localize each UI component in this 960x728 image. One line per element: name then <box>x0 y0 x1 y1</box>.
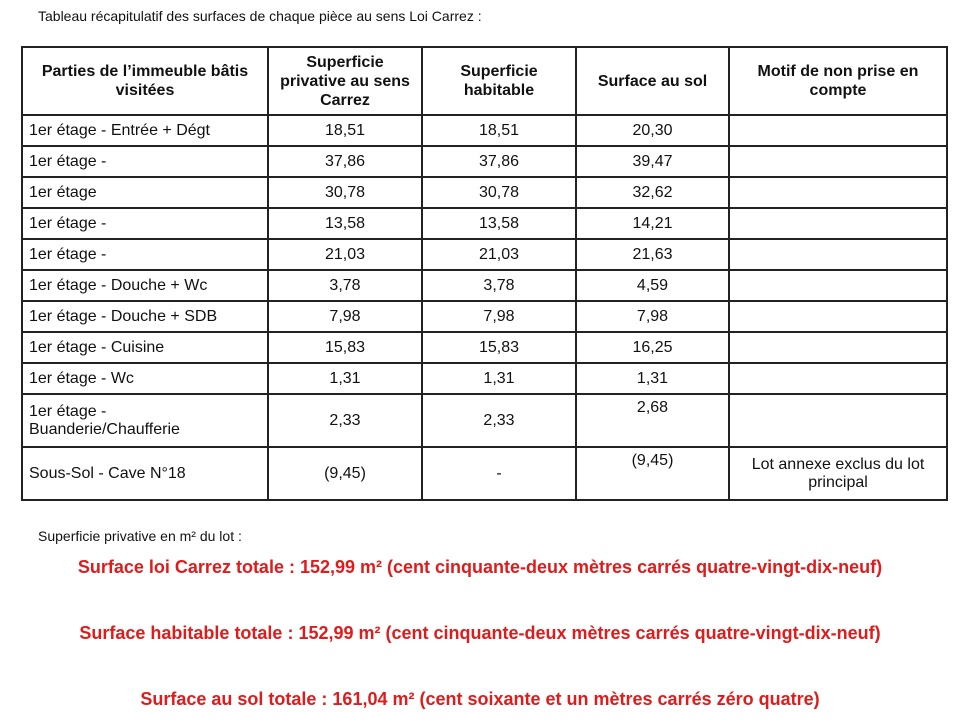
cell-carrez: 13,58 <box>267 207 423 240</box>
cell-motif: Lot annexe exclus du lot principal <box>728 446 948 501</box>
cell-partie: 1er étage - <box>21 238 269 271</box>
cell-habitable: 18,51 <box>421 114 577 147</box>
cell-sol: 16,25 <box>575 331 730 364</box>
cell-habitable: 2,33 <box>421 393 577 448</box>
cell-sol: 20,30 <box>575 114 730 147</box>
cell-sol: 14,21 <box>575 207 730 240</box>
cell-sol: 2,68 <box>575 393 730 448</box>
cell-carrez: 21,03 <box>267 238 423 271</box>
subtitle: Superficie privative en m² du lot : <box>38 528 242 544</box>
cell-partie: Sous-Sol - Cave N°18 <box>21 446 269 501</box>
intro-text: Tableau récapitulatif des surfaces de ch… <box>38 8 482 24</box>
cell-motif <box>728 238 948 271</box>
cell-motif <box>728 114 948 147</box>
header-motif: Motif de non prise en compte <box>728 46 948 116</box>
cell-sol: 32,62 <box>575 176 730 209</box>
table-row: 1er étage -13,58 13,58 14,21 <box>21 207 948 240</box>
cell-carrez: 30,78 <box>267 176 423 209</box>
table-row: 1er étage - Cuisine 15,83 15,83 16,25 <box>21 331 948 364</box>
cell-carrez: 15,83 <box>267 331 423 364</box>
cell-motif <box>728 269 948 302</box>
total-sol: Surface au sol totale : 161,04 m² (cent … <box>140 689 820 709</box>
cell-habitable: 13,58 <box>421 207 577 240</box>
cell-habitable: - <box>421 446 577 501</box>
cell-carrez: 37,86 <box>267 145 423 178</box>
cell-sol: 4,59 <box>575 269 730 302</box>
table-row: 1er étage - Douche + Wc 3,78 3,78 4,59 <box>21 269 948 302</box>
cell-sol: 1,31 <box>575 362 730 395</box>
header-sol: Surface au sol <box>575 46 730 116</box>
cell-motif <box>728 331 948 364</box>
cell-sol: (9,45) <box>575 446 730 501</box>
header-habitable: Superficie habitable <box>421 46 577 116</box>
total-habitable: Surface habitable totale : 152,99 m² (ce… <box>79 623 881 643</box>
cell-partie: 1er étage - <box>21 145 269 178</box>
cell-partie: 1er étage - Douche + Wc <box>21 269 269 302</box>
cell-partie: 1er étage - Entrée + Dégt <box>21 114 269 147</box>
cell-partie: 1er étage - Douche + SDB <box>21 300 269 333</box>
table-row: Sous-Sol - Cave N°18 (9,45) - (9,45) Lot ann… <box>21 446 948 501</box>
header-parties: Parties de l’immeuble bâtis visitées <box>21 46 269 116</box>
cell-motif <box>728 145 948 178</box>
cell-motif <box>728 362 948 395</box>
cell-habitable: 30,78 <box>421 176 577 209</box>
table-row: 1er étage 30,78 30,78 32,62 <box>21 176 948 209</box>
cell-habitable: 15,83 <box>421 331 577 364</box>
total-carrez: Surface loi Carrez totale : 152,99 m² (c… <box>77 557 883 577</box>
cell-sol: 39,47 <box>575 145 730 178</box>
cell-partie: 1er étage - Cuisine <box>21 331 269 364</box>
cell-carrez: 2,33 <box>267 393 423 448</box>
table-row: 1er étage -21,03 21,03 21,63 <box>21 238 948 271</box>
table-header-row: Parties de l’immeuble bâtis visitées Sup… <box>21 46 948 116</box>
cell-carrez: 1,31 <box>267 362 423 395</box>
cell-motif <box>728 176 948 209</box>
cell-motif <box>728 300 948 333</box>
cell-habitable: 7,98 <box>421 300 577 333</box>
header-carrez: Superficie privative au sens Carrez <box>267 46 423 116</box>
table-row: 1er étage -37,86 37,86 39,47 <box>21 145 948 178</box>
cell-carrez: 18,51 <box>267 114 423 147</box>
cell-habitable: 37,86 <box>421 145 577 178</box>
cell-carrez: (9,45) <box>267 446 423 501</box>
surfaces-table: Parties de l’immeuble bâtis visitées Sup… <box>21 46 948 501</box>
cell-motif <box>728 393 948 448</box>
table-row: 1er étage - Buanderie/Chaufferie 2,33 2,33… <box>21 393 948 448</box>
cell-carrez: 7,98 <box>267 300 423 333</box>
cell-sol: 7,98 <box>575 300 730 333</box>
table-row: 1er étage - Entrée + Dégt 18,51 18,51 20,30 <box>21 114 948 147</box>
cell-habitable: 3,78 <box>421 269 577 302</box>
cell-partie: 1er étage - Buanderie/Chaufferie <box>21 393 269 448</box>
cell-sol: 21,63 <box>575 238 730 271</box>
table-row: 1er étage - Douche + SDB 7,98 7,98 7,98 <box>21 300 948 333</box>
table-row: 1er étage - Wc 1,31 1,31 1,31 <box>21 362 948 395</box>
cell-partie: 1er étage - Wc <box>21 362 269 395</box>
cell-partie: 1er étage - <box>21 207 269 240</box>
cell-habitable: 21,03 <box>421 238 577 271</box>
cell-partie: 1er étage <box>21 176 269 209</box>
cell-carrez: 3,78 <box>267 269 423 302</box>
cell-habitable: 1,31 <box>421 362 577 395</box>
cell-motif <box>728 207 948 240</box>
